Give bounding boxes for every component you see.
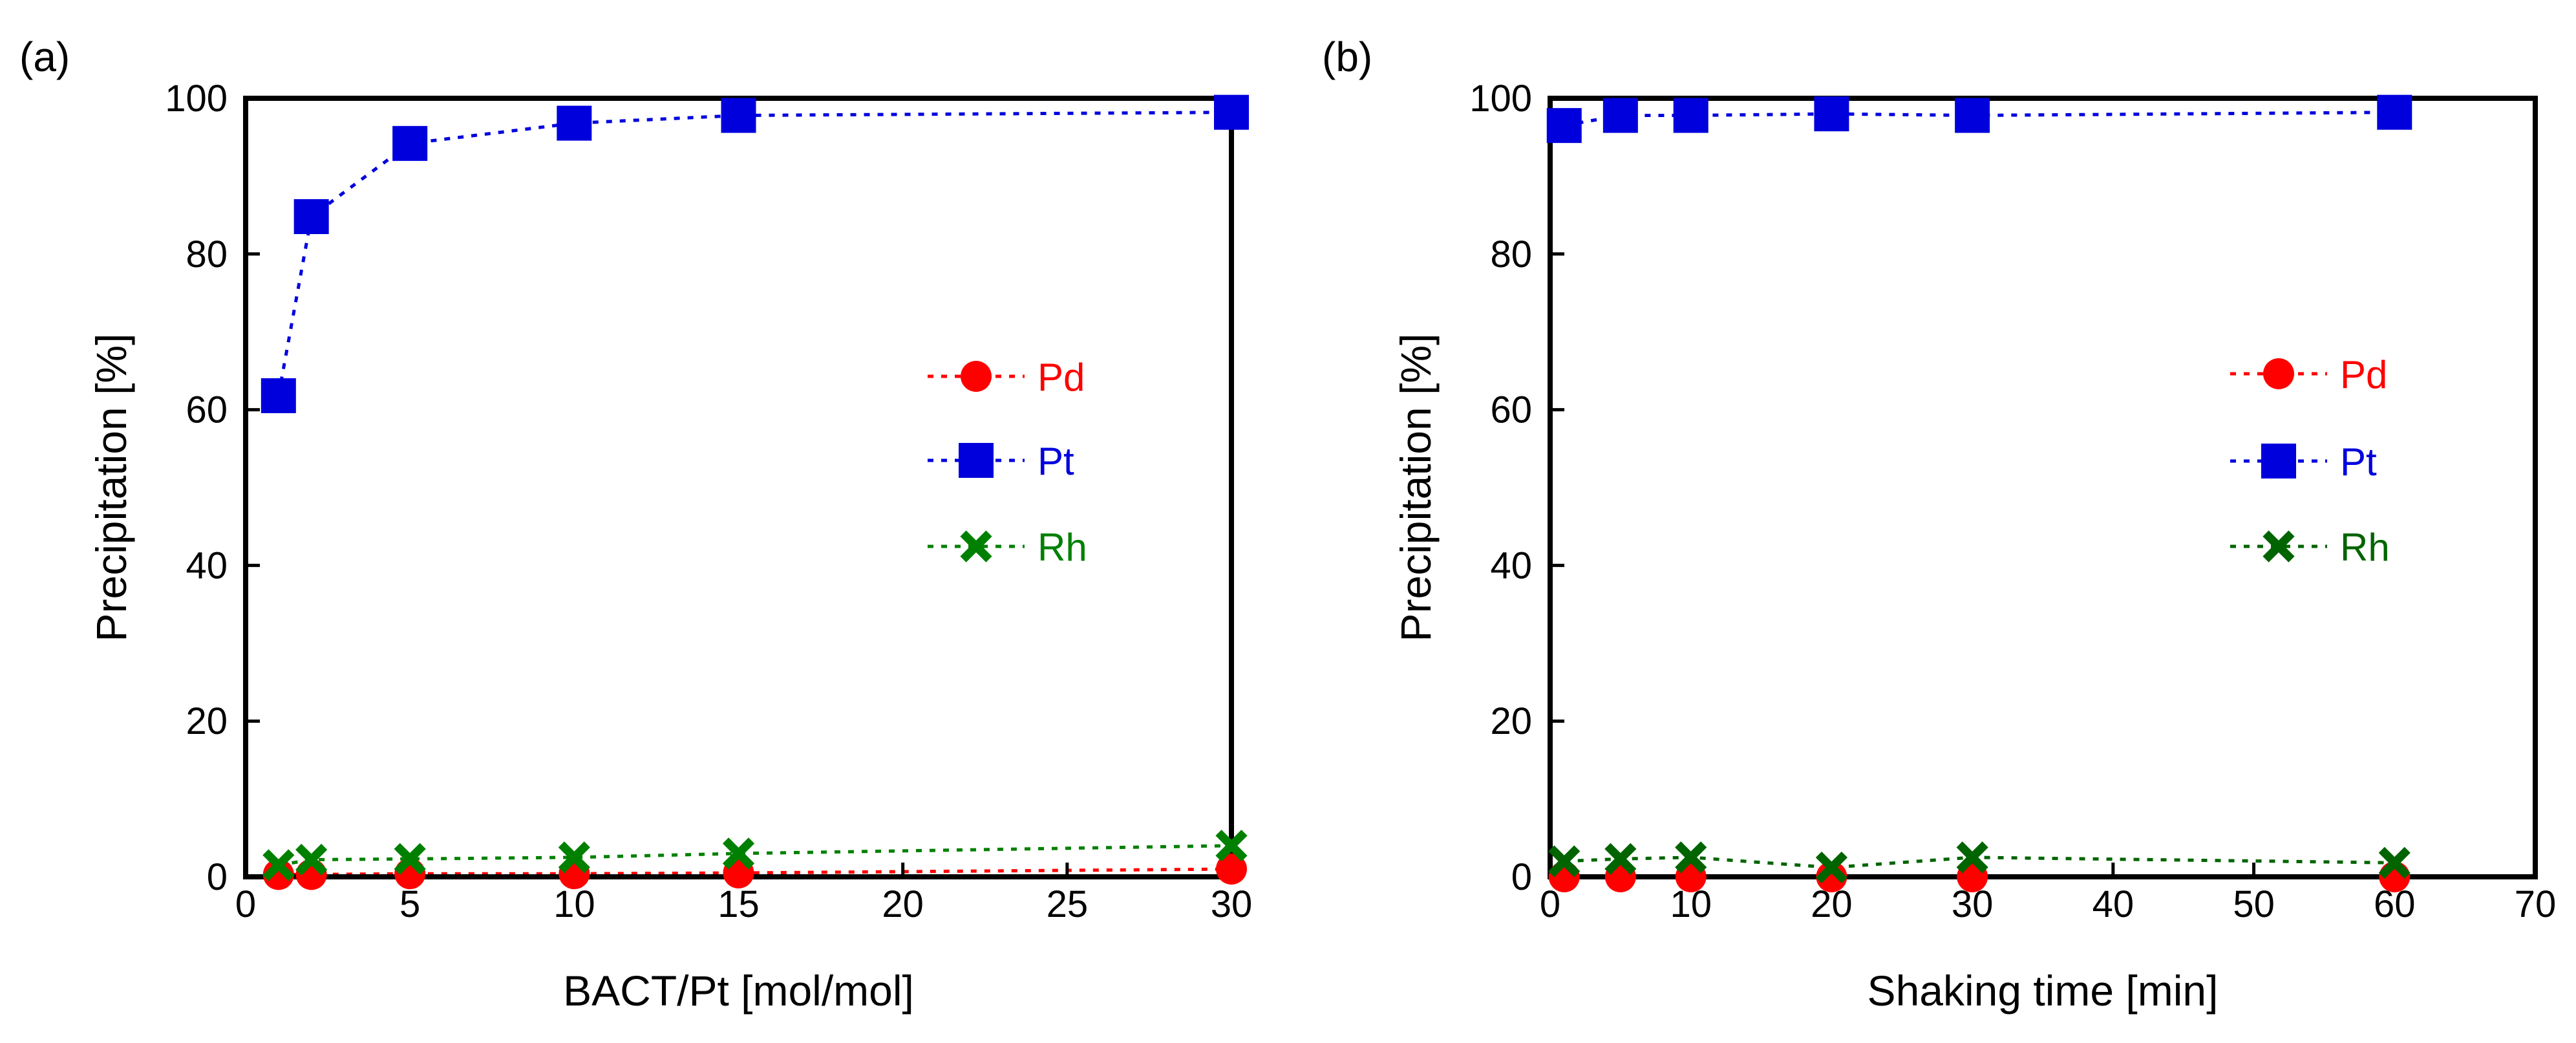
data-point-pd xyxy=(1216,853,1247,885)
data-point-rh xyxy=(262,849,295,881)
data-point-pt xyxy=(1546,108,1582,144)
y-tick-label: 80 xyxy=(186,233,228,275)
legend-label-rh: Rh xyxy=(2340,526,2390,569)
plot-frame xyxy=(243,96,1234,879)
legend-marker-rh xyxy=(2262,530,2295,563)
y-tick-label: 40 xyxy=(186,544,228,586)
x-tick-label: 10 xyxy=(553,883,595,925)
legend: Pd Pt Rh xyxy=(2230,353,2390,569)
legend: Pd Pt Rh xyxy=(928,356,1087,569)
y-tick-label: 100 xyxy=(1469,78,1532,120)
data-point-rh xyxy=(2378,846,2411,879)
y-tick-label: 20 xyxy=(186,700,228,742)
y-tick-label: 100 xyxy=(165,78,228,120)
x-tick-label: 70 xyxy=(2515,883,2557,925)
panel-label: (b) xyxy=(1322,34,1372,80)
data-point-pt xyxy=(1814,96,1849,132)
x-tick-label: 15 xyxy=(718,883,760,925)
data-point-pt xyxy=(1602,98,1638,133)
data-point-rh xyxy=(1604,843,1637,875)
legend-label-pt: Pt xyxy=(2340,440,2377,484)
x-axis-label: Shaking time [min] xyxy=(1868,967,2219,1015)
data-point-pd xyxy=(1816,861,1847,892)
data-point-rh xyxy=(1548,845,1581,877)
data-point-rh xyxy=(295,843,328,876)
x-tick-label: 0 xyxy=(235,883,256,925)
data-point-rh xyxy=(394,843,426,875)
legend-marker-pd xyxy=(961,361,992,392)
series-line-pt xyxy=(277,111,1232,396)
data-point-pt xyxy=(1214,94,1249,130)
legend-label-rh: Rh xyxy=(1038,526,1087,569)
y-tick-label: 0 xyxy=(1511,856,1532,898)
y-tick-label: 20 xyxy=(1490,700,1532,742)
y-tick-label: 80 xyxy=(1490,233,1532,275)
legend-label-pt: Pt xyxy=(1038,440,1074,483)
data-point-pt xyxy=(557,105,592,141)
data-point-pt xyxy=(2377,94,2412,130)
data-point-pt xyxy=(392,125,428,161)
y-tick-label: 40 xyxy=(1490,544,1532,586)
data-point-rh xyxy=(1215,830,1248,862)
legend-label-pd: Pd xyxy=(2340,353,2387,396)
x-tick-label: 5 xyxy=(399,883,420,925)
data-point-rh xyxy=(558,841,590,874)
data-point-pt xyxy=(293,199,329,235)
data-point-pd xyxy=(262,859,294,890)
x-tick-label: 25 xyxy=(1047,883,1089,925)
x-tick-label: 30 xyxy=(1211,883,1253,925)
y-axis-label: Precipitation [%] xyxy=(1392,334,1440,642)
y-tick-label: 0 xyxy=(207,856,228,898)
data-point-rh xyxy=(1675,841,1707,874)
series-line-rh xyxy=(1564,855,2395,870)
data-point-pt xyxy=(261,378,296,413)
x-tick-label: 20 xyxy=(882,883,924,925)
legend-marker-pt xyxy=(2261,444,2296,478)
plot-frame xyxy=(1548,96,2538,879)
y-axis-label: Precipitation [%] xyxy=(87,334,135,642)
data-point-pt xyxy=(721,98,756,133)
data-point-pt xyxy=(1673,98,1708,133)
y-tick-label: 60 xyxy=(186,389,228,431)
y-tick-label: 60 xyxy=(1490,389,1532,431)
series-line-pt xyxy=(1564,111,2395,127)
data-point-rh xyxy=(1956,841,1988,874)
data-point-rh xyxy=(1815,851,1848,884)
legend-marker-rh xyxy=(960,530,992,563)
x-tick-label: 40 xyxy=(2092,883,2134,925)
x-axis-label: BACT/Pt [mol/mol] xyxy=(563,967,914,1015)
panel-a: (a) 0 5 10 15 20 25 30 0 20 40 60 80 100 BACT/Pt [mol/… xyxy=(19,34,1252,1015)
legend-marker-pt xyxy=(959,443,994,478)
legend-marker-pd xyxy=(2263,358,2294,389)
data-point-pt xyxy=(1955,98,1990,133)
legend-label-pd: Pd xyxy=(1038,356,1085,399)
x-tick-label: 50 xyxy=(2233,883,2275,925)
panel-label: (a) xyxy=(19,34,70,80)
data-point-rh xyxy=(722,837,755,870)
